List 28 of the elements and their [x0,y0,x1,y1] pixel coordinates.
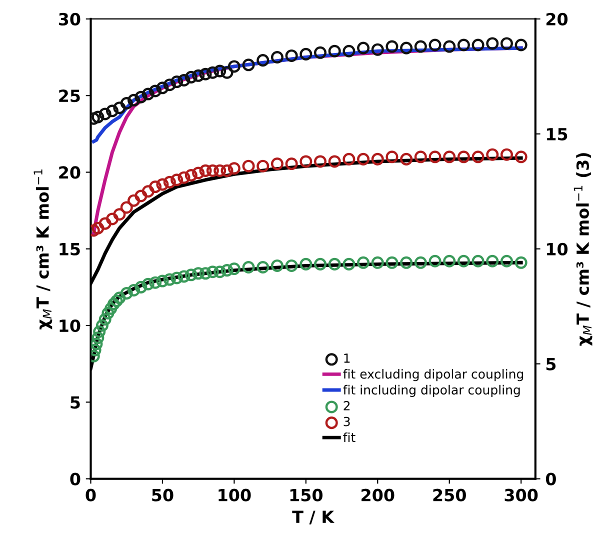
legend-label: fit including dipolar coupling [343,384,520,397]
x-tick-label: 200 [362,488,394,502]
y-tick-label: 25 [59,90,80,102]
legend-label: 3 [344,416,350,426]
x-tick-label: 100 [218,488,251,502]
y2-tick-label: 5 [546,358,556,370]
y2-axis-title: χ$_{M}$T / cm³ K mol$^{−1}$ (3) [574,153,592,346]
x-tick-label: 50 [152,488,174,502]
x-tick-label: 150 [290,488,323,502]
legend-label: 2 [344,400,350,410]
legend-label: fit excluding dipolar coupling [343,369,524,382]
y-tick-label: 0 [70,472,80,486]
x-tick-label: 0 [86,488,96,502]
y-tick-label: 5 [70,396,80,409]
y-tick-label: 15 [60,243,80,256]
y-axis-title: χ$_{M}$T / cm³ K mol$^{−1}$ [34,169,52,330]
y2-tick-label: 15 [547,128,568,140]
y-tick-label: 10 [60,319,80,332]
y-tick-label: 20 [59,166,80,179]
legend-label: fit [343,432,356,442]
x-tick-label: 300 [504,488,538,502]
x-tick-label: 250 [433,488,466,502]
y2-tick-label: 0 [546,472,556,486]
y2-tick-label: 10 [547,242,568,256]
y-tick-label: 30 [58,12,80,26]
y2-tick-label: 20 [546,12,568,26]
legend-label: 1 [344,354,350,363]
x-axis-title: T / K [292,510,335,524]
